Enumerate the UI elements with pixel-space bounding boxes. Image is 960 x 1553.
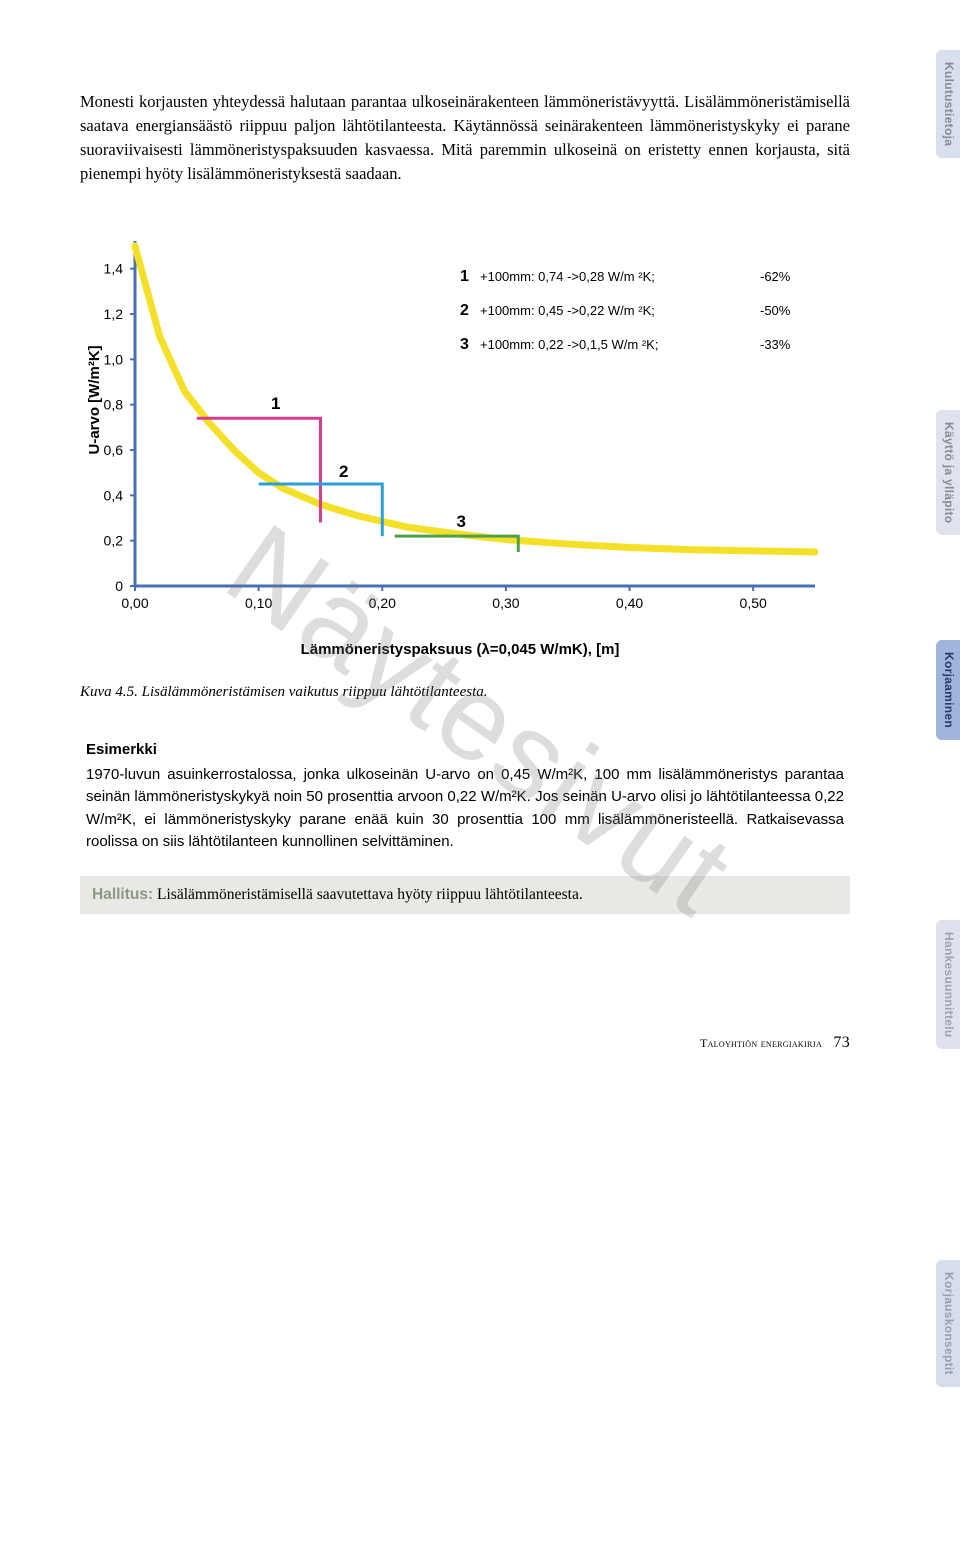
x-axis-label: Lämmöneristyspaksuus (λ=0,045 W/mK), [m] [301,641,620,658]
footer-book: Taloyhtiön energiakirja [700,1036,822,1050]
svg-text:-33%: -33% [760,337,791,352]
svg-text:0,2: 0,2 [104,532,124,548]
svg-text:3: 3 [460,336,469,353]
svg-text:+100mm: 0,74 ->0,28 W/m ²K;: +100mm: 0,74 ->0,28 W/m ²K; [480,269,655,284]
svg-text:+100mm: 0,22 ->0,1,5 W/m ²K: +100mm: 0,22 ->0,1,5 W/m ²K; [480,337,658,352]
figure-caption: Kuva 4.5. Lisälämmöneristämisen vaikutus… [80,684,850,701]
svg-text:1,0: 1,0 [104,351,124,367]
example-body: 1970-luvun asuinkerrostalossa, jonka ulk… [86,764,844,854]
footer-pagenum: 73 [833,1034,850,1051]
page-footer: Taloyhtiön energiakirja 73 [80,1034,850,1052]
svg-text:2: 2 [339,462,348,481]
example-title: Esimerkki [86,741,844,758]
svg-text:0,00: 0,00 [121,595,148,611]
svg-text:1,2: 1,2 [104,306,124,322]
example-box: Esimerkki 1970-luvun asuinkerrostalossa,… [80,741,850,854]
svg-text:+100mm: 0,45 ->0,22 W/m ²K;: +100mm: 0,45 ->0,22 W/m ²K; [480,303,655,318]
y-axis-label: U-arvo [W/m²K] [86,345,103,454]
side-tab[interactable]: Korjauskonseptit [936,1260,960,1387]
svg-text:-62%: -62% [760,269,791,284]
svg-text:3: 3 [456,512,465,531]
svg-text:0,50: 0,50 [740,595,767,611]
side-tab[interactable]: Hankesuunnittelu [936,920,960,1049]
svg-text:0,4: 0,4 [104,487,124,503]
svg-text:0,8: 0,8 [104,396,124,412]
chart-container: U-arvo [W/m²K] 0 0,2 0,4 0,6 0,8 1,0 1,2 1,4 0,0… [80,236,840,656]
side-tabs: Kulutustietoja Käyttö ja ylläpito Korjaami… [932,0,960,1112]
svg-text:0: 0 [115,578,123,594]
svg-text:2: 2 [460,302,469,319]
hallitus-label: Hallitus: [92,886,153,903]
svg-text:0,20: 0,20 [369,595,396,611]
svg-text:1: 1 [271,394,280,413]
side-tab[interactable]: Korjaaminen [936,640,960,740]
side-tab[interactable]: Kulutustietoja [936,50,960,158]
svg-text:1,4: 1,4 [104,260,124,276]
svg-text:1: 1 [460,268,469,285]
side-tab[interactable]: Käyttö ja ylläpito [936,410,960,535]
svg-text:0,30: 0,30 [492,595,519,611]
hallitus-text: Lisälämmöneristämisellä saavutettava hyö… [157,886,583,903]
svg-text:-50%: -50% [760,303,791,318]
svg-text:0,10: 0,10 [245,595,272,611]
svg-text:0,6: 0,6 [104,442,124,458]
chart-svg: 0 0,2 0,4 0,6 0,8 1,0 1,2 1,4 0,00 0,10 0,20 0,30 0,… [80,236,840,626]
intro-paragraph: Monesti korjausten yhteydessä halutaan p… [80,90,850,186]
hallitus-box: Hallitus: Lisälämmöneristämisellä saavut… [80,876,850,914]
svg-text:0,40: 0,40 [616,595,643,611]
